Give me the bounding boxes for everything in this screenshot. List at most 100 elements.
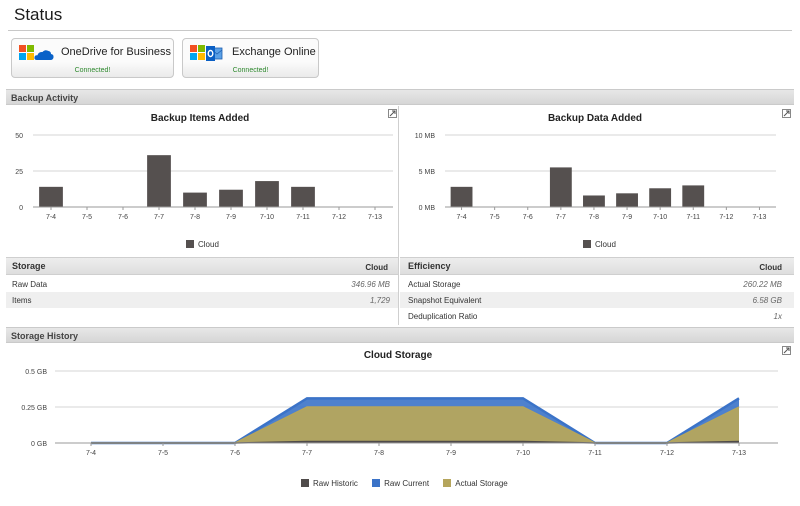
legend-label: Cloud — [595, 240, 616, 249]
cloud-storage-chart: 0 GB 0.25 GB 0.5 GB 7-4 7-5 7-6 7-7 7-8 7-9 7-10 7… — [21, 369, 778, 457]
row-value: 260.22 MB — [743, 280, 782, 289]
table-row: Snapshot Equivalent 6.58 GB — [400, 292, 794, 308]
x-tick-label: 7-4 — [456, 214, 466, 221]
legend-label: Actual Storage — [455, 479, 508, 488]
x-tick-label: 7-12 — [332, 214, 346, 221]
expand-chart-icon[interactable] — [782, 109, 791, 118]
backup-data-chart: 0 MB 5 MB 10 MB 7-4 7-5 7-6 7-7 7-8 7-9 7-10 7-11 7… — [415, 133, 776, 221]
bar — [147, 155, 171, 207]
y-tick-label: 5 MB — [419, 169, 436, 176]
outlook-icon — [206, 46, 223, 61]
service-status: Connected! — [232, 67, 269, 74]
title-divider — [8, 30, 792, 31]
x-tick-label: 7-12 — [660, 450, 674, 457]
x-tick-label: 7-10 — [516, 450, 530, 457]
x-tick-label: 7-9 — [226, 214, 236, 221]
legend-label: Raw Historic — [313, 479, 358, 488]
bar — [649, 188, 672, 207]
bar — [616, 193, 638, 207]
bar — [450, 186, 473, 207]
panel-divider — [398, 106, 399, 325]
legend-swatch — [583, 240, 591, 248]
x-tick-label: 7-6 — [118, 214, 128, 221]
column-header: Storage — [12, 261, 46, 271]
bar — [183, 192, 207, 207]
y-tick-label: 0 MB — [419, 205, 436, 212]
x-tick-label: 7-7 — [302, 450, 312, 457]
bar — [583, 195, 605, 207]
row-label: Snapshot Equivalent — [408, 296, 482, 305]
section-header-backup-activity: Backup Activity — [6, 89, 794, 105]
service-card-onedrive[interactable]: OneDrive for Business Connected! — [11, 38, 174, 78]
x-tick-label: 7-7 — [154, 214, 164, 221]
chart-title-cloud-storage: Cloud Storage — [363, 350, 433, 361]
chart-legend: Cloud — [186, 240, 231, 249]
table-row: Items 1,729 — [6, 292, 398, 308]
x-tick-label: 7-11 — [687, 214, 701, 221]
chart-title-items-added: Backup Items Added — [150, 113, 250, 124]
legend-swatch — [372, 479, 381, 487]
bar — [219, 189, 243, 207]
table-row: Actual Storage 260.22 MB — [400, 276, 794, 292]
row-label: Items — [12, 296, 32, 305]
storage-table-header: Storage Cloud — [6, 257, 398, 275]
x-tick-label: 7-4 — [86, 450, 96, 457]
service-status: Connected! — [74, 67, 111, 74]
y-tick-label: 25 — [15, 169, 23, 176]
expand-chart-icon[interactable] — [388, 109, 397, 118]
x-tick-label: 7-5 — [82, 214, 92, 221]
y-tick-label: 0 — [19, 205, 23, 212]
x-tick-label: 7-10 — [260, 214, 274, 221]
service-name: OneDrive for Business — [61, 46, 172, 58]
row-value: 6.58 GB — [752, 296, 782, 305]
x-tick-label: 7-10 — [653, 214, 667, 221]
x-tick-label: 7-6 — [523, 214, 533, 221]
x-tick-label: 7-11 — [588, 450, 602, 457]
microsoft-logo-icon — [190, 45, 206, 61]
microsoft-logo-icon — [19, 45, 35, 61]
bar — [549, 167, 572, 207]
x-tick-label: 7-12 — [719, 214, 733, 221]
x-tick-label: 7-5 — [158, 450, 168, 457]
y-tick-label: 0 GB — [31, 441, 47, 448]
x-tick-label: 7-9 — [622, 214, 632, 221]
chart-legend: Raw Historic Raw Current Actual Storage — [301, 479, 520, 488]
chart-title-data-added: Backup Data Added — [547, 113, 643, 124]
table-row: Raw Data 346.96 MB — [6, 276, 398, 292]
row-value: 1x — [773, 312, 782, 321]
x-tick-label: 7-4 — [46, 214, 56, 221]
efficiency-table-header: Efficiency Cloud — [400, 257, 794, 275]
y-tick-label: 0.25 GB — [21, 405, 47, 412]
row-label: Actual Storage — [408, 280, 461, 289]
onedrive-icon — [34, 50, 54, 60]
area-actual-storage — [91, 407, 739, 443]
x-tick-label: 7-8 — [374, 450, 384, 457]
y-tick-label: 50 — [15, 133, 23, 140]
legend-swatch — [443, 479, 452, 487]
x-tick-label: 7-13 — [752, 214, 766, 221]
y-tick-label: 0.5 GB — [25, 369, 47, 376]
legend-swatch — [186, 240, 194, 248]
row-label: Raw Data — [12, 280, 48, 289]
x-tick-label: 7-6 — [230, 450, 240, 457]
service-card-exchange[interactable]: Exchange Online Connected! — [182, 38, 319, 78]
x-tick-label: 7-8 — [190, 214, 200, 221]
section-header-storage-history: Storage History — [6, 327, 794, 343]
column-header: Cloud — [365, 263, 388, 272]
column-header: Efficiency — [408, 261, 451, 271]
table-row: Deduplication Ratio 1x — [400, 308, 794, 324]
row-value: 1,729 — [369, 296, 390, 305]
backup-items-chart: 0 25 50 7-4 7-5 7-6 7-7 7-8 7-9 7-10 7-11 7-12 7-13 — [15, 133, 393, 221]
chart-legend: Cloud — [583, 240, 628, 249]
x-tick-label: 7-13 — [732, 450, 746, 457]
legend-swatch — [301, 479, 309, 487]
bar — [682, 185, 705, 207]
x-tick-label: 7-5 — [490, 214, 500, 221]
x-tick-label: 7-11 — [296, 214, 310, 221]
bar — [255, 181, 279, 207]
row-value: 346.96 MB — [351, 280, 390, 289]
bar — [291, 186, 315, 207]
expand-chart-icon[interactable] — [782, 346, 791, 355]
bar — [39, 186, 63, 207]
x-tick-label: 7-13 — [368, 214, 382, 221]
